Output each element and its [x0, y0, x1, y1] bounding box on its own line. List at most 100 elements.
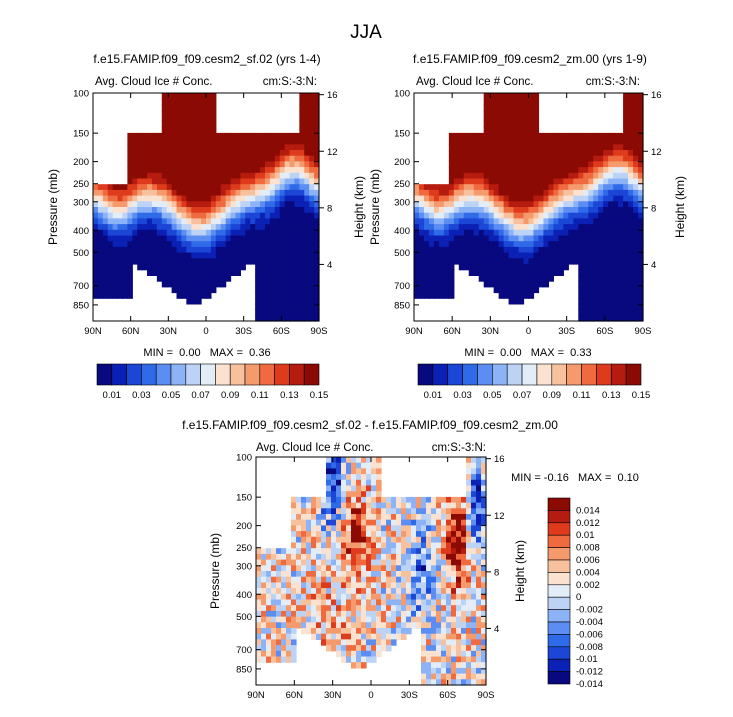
field-cell [309, 286, 315, 294]
field-cell [573, 201, 579, 208]
field-cell [456, 593, 462, 601]
field-cell [613, 207, 619, 214]
field-cell [274, 235, 281, 242]
field-cell [351, 593, 357, 601]
field-cell [513, 115, 520, 123]
field-cell [436, 548, 442, 555]
field-cell [618, 161, 624, 168]
field-cell [508, 104, 515, 111]
field-cell [351, 582, 357, 589]
latitude-tick-label: 90S [478, 690, 495, 701]
field-cell [306, 559, 312, 566]
field-cell [255, 269, 261, 276]
field-cell [225, 229, 232, 237]
field-cell [481, 457, 487, 464]
field-cell [608, 241, 614, 248]
field-cell [291, 531, 297, 538]
field-cell [583, 155, 589, 162]
field-cell [102, 201, 109, 208]
field-cell [433, 252, 440, 259]
field-cell [558, 241, 564, 248]
field-cell [186, 138, 192, 145]
field-cell [391, 588, 397, 595]
field-cell [366, 508, 372, 515]
field-cell [588, 235, 594, 242]
field-cell [291, 559, 297, 566]
colorbar-swatch [506, 363, 523, 386]
field-cell [181, 207, 187, 214]
field-cell [563, 264, 569, 271]
field-cell [414, 189, 420, 197]
field-cell [513, 167, 520, 174]
field-cell [441, 667, 447, 675]
field-cell [366, 633, 372, 640]
field-cell [351, 599, 357, 606]
field-cell [633, 252, 639, 259]
field-cell [346, 650, 352, 658]
field-cell [503, 104, 510, 111]
field-cell [250, 138, 256, 145]
field-cell [376, 628, 382, 635]
field-cell [294, 315, 300, 322]
field-cell [523, 269, 530, 276]
field-cell [493, 144, 500, 151]
field-cell [210, 201, 217, 208]
field-cell [518, 98, 525, 105]
field-cell [481, 531, 487, 538]
field-cell [471, 673, 477, 680]
field-cell [306, 519, 312, 526]
field-cell [371, 645, 377, 652]
field-cell [269, 172, 276, 180]
field-cell [276, 628, 282, 635]
field-cell [603, 178, 609, 185]
field-cell [245, 246, 251, 254]
field-cell [366, 531, 372, 538]
field-cell [311, 599, 317, 606]
field-cell [406, 548, 412, 555]
field-cell [210, 269, 217, 276]
field-cell [261, 576, 267, 583]
field-cell [448, 229, 455, 237]
field-cell [438, 224, 445, 231]
field-cell [436, 519, 442, 526]
field-cell [256, 605, 262, 612]
field-cell [451, 633, 457, 640]
field-cell [314, 178, 320, 185]
field-cell [196, 258, 202, 265]
field-cell [426, 622, 432, 629]
field-cell [376, 542, 382, 549]
field-cell [341, 496, 347, 504]
field-cell [448, 235, 455, 242]
field-cell [286, 605, 292, 612]
field-cell [201, 207, 207, 214]
field-cell [533, 252, 540, 259]
field-cell [453, 241, 460, 248]
field-cell [523, 286, 530, 294]
field-cell [518, 292, 525, 299]
field-cell [171, 132, 178, 140]
field-cell [426, 599, 432, 606]
field-cell [220, 138, 227, 145]
field-cell [210, 93, 217, 100]
field-cell [351, 639, 357, 646]
figure-title: JJA [350, 22, 382, 43]
field-cell [250, 207, 256, 214]
field-cell [122, 201, 128, 208]
field-cell [161, 144, 168, 151]
field-cell [623, 303, 629, 311]
field-cell [386, 565, 392, 572]
field-cell [483, 252, 490, 259]
field-cell [137, 246, 143, 254]
field-cell [638, 212, 644, 219]
field-cell [476, 656, 482, 663]
colorbar-swatch [547, 584, 571, 598]
field-cell [583, 150, 589, 157]
field-cell [593, 275, 599, 282]
field-cell [137, 264, 143, 271]
field-cell [156, 195, 163, 202]
latitude-tick-label: 60S [439, 690, 456, 701]
field-cell [102, 246, 109, 254]
field-cell [633, 155, 639, 162]
field-cell [418, 207, 425, 214]
field-cell [598, 229, 604, 237]
